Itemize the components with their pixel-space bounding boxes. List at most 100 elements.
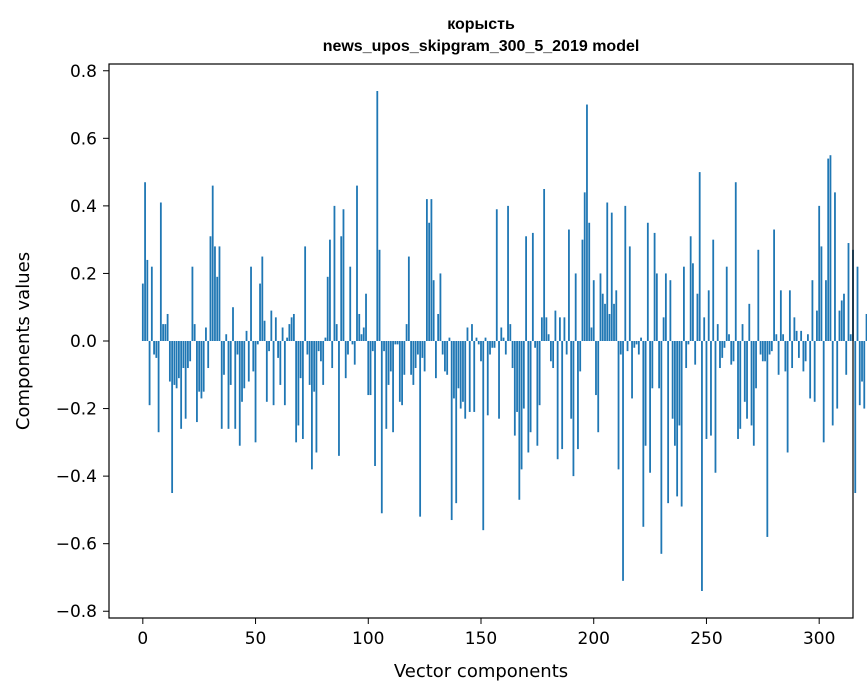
bar [448,337,451,341]
bar [159,202,162,341]
bar [173,341,176,385]
bar [816,310,818,341]
y-tick-label: 0.0 [70,332,97,352]
bar [227,341,230,429]
y-axis-label: Components values [13,252,34,430]
bar [809,341,812,399]
x-axis-label: Vector components [394,661,568,682]
bar [777,341,780,375]
bar [383,341,385,352]
bar [748,303,751,341]
bar [351,341,354,345]
bar [358,313,361,341]
bar [696,293,699,341]
bar [378,249,381,341]
bar [568,229,570,341]
bar [766,341,769,537]
bar [739,341,742,429]
bar [773,229,775,341]
bar [782,334,785,341]
x-tick-label: 250 [690,629,722,649]
bar [825,280,827,341]
bar [737,341,739,439]
bar [475,337,478,341]
bar [207,341,210,369]
bar [326,276,329,341]
bar [683,266,685,341]
bar [410,341,413,375]
bar [509,324,512,341]
bar [439,273,442,341]
bar [836,341,839,409]
bar [256,341,259,345]
bar [527,341,530,453]
bar [671,341,674,419]
bar [518,341,521,500]
y-tick-label: −0.8 [56,602,97,622]
bar [680,341,683,507]
bar [795,330,798,341]
bar [324,337,327,341]
bar [223,341,225,375]
bar [184,341,187,419]
bar [308,341,311,385]
bar [268,341,270,352]
bar [660,341,663,554]
bar [288,324,291,341]
bar [743,341,746,402]
bar [209,236,212,341]
bar [577,341,579,450]
bar [759,341,762,355]
bar [757,249,760,341]
bar [407,256,410,341]
bar [322,341,325,385]
bar [755,341,757,389]
bar [394,341,397,345]
bar [698,172,701,341]
bar [719,341,721,369]
bar [854,341,857,494]
bar [428,222,431,341]
bar [416,341,419,355]
bar [581,239,584,341]
bar [565,341,568,355]
bar [471,324,473,341]
bar [633,341,636,348]
bar [640,337,642,341]
bar [200,341,203,399]
bar [234,341,237,429]
bar [477,341,480,345]
bar [153,341,155,355]
bar [344,341,347,379]
bar [635,341,638,345]
bar [419,341,422,517]
bar [520,341,523,470]
bar [730,341,733,365]
bar [667,341,670,504]
bar [861,341,863,382]
bar-series [141,91,867,591]
bar [187,341,189,369]
bar [637,341,640,355]
bar [516,341,518,412]
bar [685,341,688,369]
bar [468,341,471,412]
bar [728,334,730,341]
bar [164,324,167,341]
bar [462,341,464,402]
bar [453,341,455,399]
bar [304,246,307,341]
bar [286,337,289,341]
bar [279,341,282,385]
bar [277,341,279,358]
bar [211,185,214,341]
bar [405,324,408,341]
x-tick-label: 100 [352,629,384,649]
bar [865,313,867,341]
bar [504,341,507,355]
bar [218,246,221,341]
bar [423,341,426,372]
bar [263,320,266,341]
bar [191,266,194,341]
